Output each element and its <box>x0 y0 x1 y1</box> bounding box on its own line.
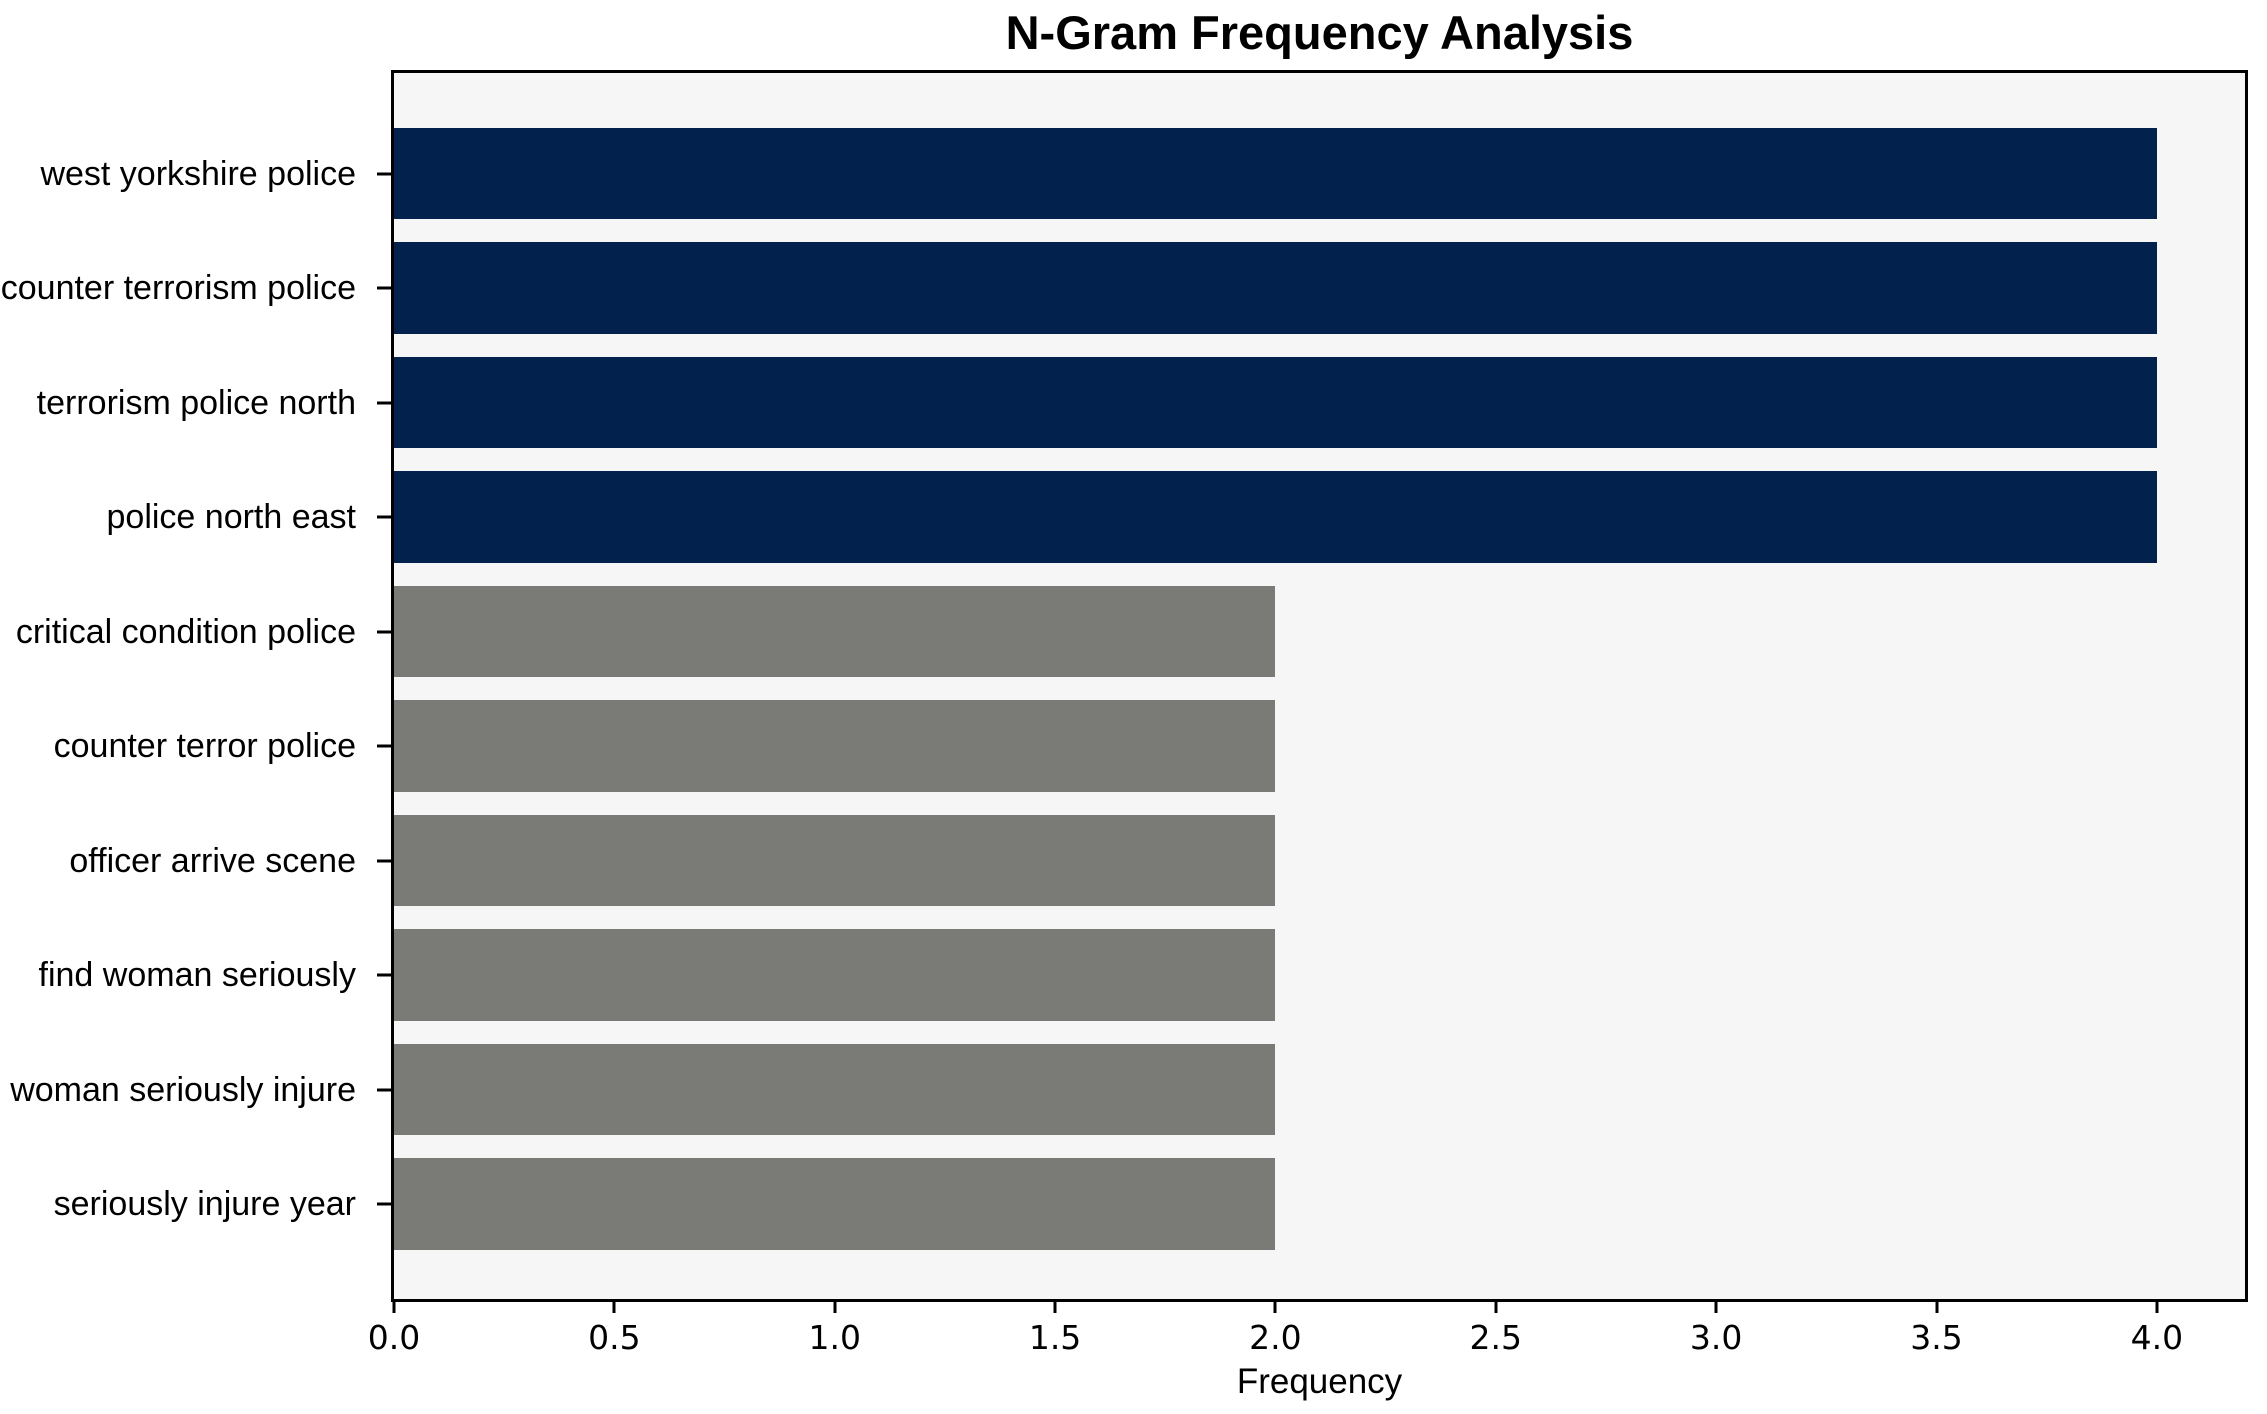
x-tick-mark <box>2155 1302 2159 1313</box>
bar-seriously-injure-year <box>394 1158 1276 1250</box>
y-tick-label: woman seriously injure <box>10 1070 356 1109</box>
y-tick-mark <box>377 286 391 290</box>
bar-terrorism-police-north <box>394 356 2157 449</box>
x-tick-label: 3.5 <box>1910 1318 1963 1357</box>
bar-woman-seriously-injure <box>394 1043 1276 1136</box>
y-tick-mark <box>377 1088 391 1092</box>
bar-officer-arrive-scene <box>394 814 1276 907</box>
y-tick-label: critical condition police <box>15 612 356 651</box>
y-tick-mark <box>377 401 391 405</box>
bar-counter-terrorism-police <box>394 242 2157 334</box>
y-tick-label: seriously injure year <box>53 1185 356 1224</box>
x-tick-mark <box>392 1302 396 1313</box>
bar-police-north-east <box>394 471 2157 563</box>
y-tick-label: west yorkshire police <box>40 154 356 193</box>
x-tick-mark <box>1053 1302 1057 1313</box>
y-tick-label: counter terror police <box>53 727 356 766</box>
chart-title: N-Gram Frequency Analysis <box>1005 6 1634 59</box>
x-axis-title: Frequency <box>1236 1362 1403 1401</box>
y-tick-mark <box>377 515 391 519</box>
x-tick-mark <box>1494 1302 1498 1313</box>
y-tick-label: police north east <box>106 498 357 537</box>
x-tick-label: 2.5 <box>1469 1318 1523 1357</box>
y-tick-mark <box>377 744 391 748</box>
x-tick-mark <box>833 1302 837 1313</box>
x-tick-label: 1.0 <box>808 1318 861 1357</box>
y-tick-label: counter terrorism police <box>0 269 356 308</box>
x-tick-mark <box>612 1302 616 1313</box>
y-tick-label: find woman seriously <box>38 956 356 995</box>
x-tick-label: 2.0 <box>1249 1318 1302 1357</box>
bar-find-woman-seriously <box>394 929 1276 1021</box>
y-tick-label: terrorism police north <box>36 383 356 422</box>
y-tick-mark <box>377 172 391 176</box>
bar-counter-terror-police <box>394 700 1276 792</box>
x-tick-label: 0.5 <box>588 1318 641 1357</box>
plot-area <box>391 70 2248 1302</box>
x-tick-label: 1.5 <box>1028 1318 1082 1357</box>
x-tick-label: 4.0 <box>2130 1318 2184 1357</box>
y-tick-mark <box>377 859 391 863</box>
x-tick-label: 0.0 <box>367 1318 421 1357</box>
x-tick-mark <box>1273 1302 1277 1313</box>
y-tick-mark <box>377 1202 391 1206</box>
x-tick-mark <box>1714 1302 1718 1313</box>
x-tick-label: 3.0 <box>1689 1318 1743 1357</box>
x-tick-mark <box>1935 1302 1938 1313</box>
bar-west-yorkshire-police <box>394 127 2157 220</box>
y-tick-mark <box>377 973 391 977</box>
bar-critical-condition-police <box>394 585 1276 678</box>
y-tick-mark <box>377 630 391 634</box>
y-tick-label: officer arrive scene <box>69 841 356 880</box>
